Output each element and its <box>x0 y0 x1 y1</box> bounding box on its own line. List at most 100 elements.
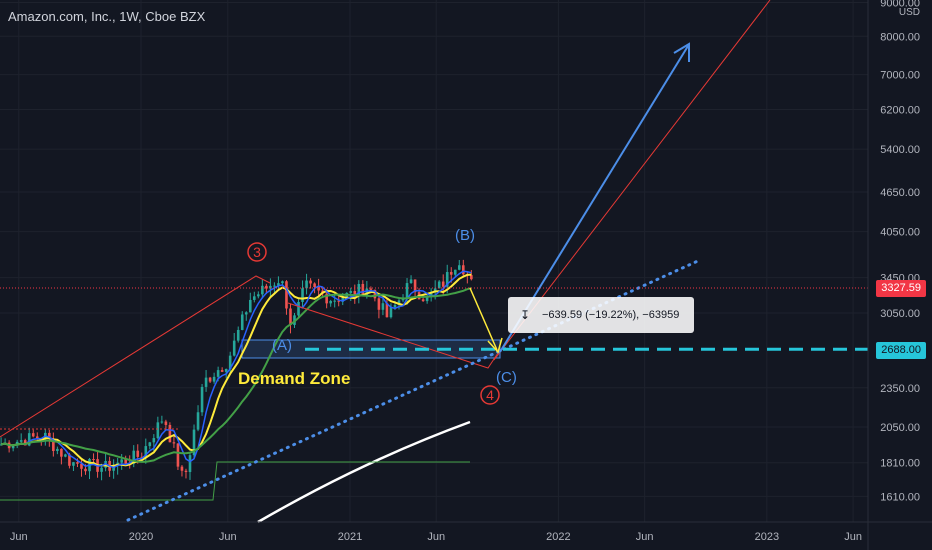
demand-zone-label: Demand Zone <box>238 369 350 388</box>
candle-body <box>445 272 449 287</box>
candle-body <box>172 442 176 444</box>
candle-body <box>433 288 437 292</box>
candle-body <box>240 314 244 330</box>
candle-body <box>265 285 268 289</box>
ma-line-white <box>257 420 471 524</box>
wave-4-label: 4 <box>486 387 494 403</box>
time-tick-label: 2023 <box>755 531 779 543</box>
candle-body <box>164 421 168 425</box>
candle-body <box>188 455 192 472</box>
price-tick-label: 5400.00 <box>880 144 920 156</box>
candle-body <box>80 463 83 469</box>
trend-line-wave-3 <box>0 275 271 438</box>
candle-body <box>297 301 300 316</box>
wave-a-label: (A) <box>272 337 292 354</box>
support-step-green <box>0 461 470 501</box>
candle-body <box>160 421 164 423</box>
candle-body <box>401 298 405 301</box>
candle-body <box>470 275 473 280</box>
candle-body <box>48 432 51 439</box>
candle-body <box>305 280 308 289</box>
candle-body <box>120 459 123 463</box>
candle-body <box>68 454 71 466</box>
measure-text: −639.59 (−19.22%), −63959 <box>542 309 680 321</box>
candle-body <box>261 285 264 295</box>
candle-body <box>369 288 373 290</box>
candle-body <box>248 299 252 313</box>
candle-body <box>353 291 357 296</box>
candle-body <box>132 450 136 464</box>
price-tick-label: 4050.00 <box>880 227 920 239</box>
candle-body <box>11 445 15 449</box>
candle-body <box>100 467 103 472</box>
candle-body <box>421 299 425 302</box>
candle-body <box>140 456 144 458</box>
candle-body <box>124 459 127 464</box>
candle-body <box>31 433 35 437</box>
candle-body <box>144 446 148 458</box>
wave-3-label: 3 <box>253 244 261 260</box>
currency-badge[interactable]: USD <box>898 7 920 18</box>
candle-body <box>381 303 385 310</box>
candle-body <box>64 454 67 457</box>
candle-body <box>349 291 353 293</box>
candle-body <box>281 281 284 284</box>
candle-body <box>425 295 429 302</box>
candle-body <box>92 458 95 460</box>
candle-body <box>385 303 389 318</box>
time-tick-label: Jun <box>219 531 237 543</box>
symbol-title[interactable]: Amazon.com, Inc., 1W, Cboe BZX <box>8 9 206 24</box>
drawings <box>0 0 868 522</box>
price-tick-label: 6200.00 <box>880 104 920 116</box>
price-tick-label: 2350.00 <box>880 383 920 395</box>
wave-c-label: (C) <box>496 369 517 386</box>
projection-drop-arrowhead <box>487 337 503 354</box>
candle-body <box>192 429 196 456</box>
candle-body <box>52 438 55 452</box>
candle-body <box>393 304 397 308</box>
time-tick-label: Jun <box>427 531 445 543</box>
wave-4-label-circle <box>480 385 500 405</box>
candle-body <box>409 279 413 284</box>
candle-body <box>176 443 180 467</box>
candle-body <box>136 450 140 457</box>
candle-body <box>453 269 457 275</box>
candle-body <box>361 283 365 296</box>
wave-b-label: (B) <box>455 227 475 244</box>
candle-body <box>216 370 220 377</box>
candle-body <box>377 298 381 310</box>
candle-body <box>232 340 236 356</box>
candle-body <box>341 298 345 302</box>
candle-body <box>429 291 433 296</box>
candlesticks <box>0 259 473 481</box>
ma-line-green <box>0 287 472 463</box>
price-tick-label: 2050.00 <box>880 422 920 434</box>
candle-body <box>457 265 461 270</box>
moving-averages <box>0 270 472 524</box>
candle-body <box>148 442 152 447</box>
candle-body <box>273 285 276 287</box>
candle-body <box>462 265 465 275</box>
candle-body <box>373 289 377 299</box>
candle-body <box>337 300 341 302</box>
candle-body <box>184 470 188 472</box>
projection-up-arrowhead <box>673 42 690 62</box>
price-tick-label: 4650.00 <box>880 187 920 199</box>
candle-body <box>285 281 288 309</box>
time-tick-label: 2022 <box>546 531 570 543</box>
time-tick-label: Jun <box>844 531 862 543</box>
time-tick-label: 2020 <box>129 531 153 543</box>
candle-body <box>325 293 328 304</box>
candle-body <box>224 368 228 372</box>
candle-body <box>76 462 79 464</box>
candle-body <box>168 424 172 443</box>
candle-body <box>357 283 361 296</box>
candle-body <box>365 288 369 296</box>
candle-body <box>228 355 232 369</box>
candle-body <box>212 376 216 382</box>
candle-body <box>204 377 208 387</box>
candle-body <box>112 465 115 471</box>
